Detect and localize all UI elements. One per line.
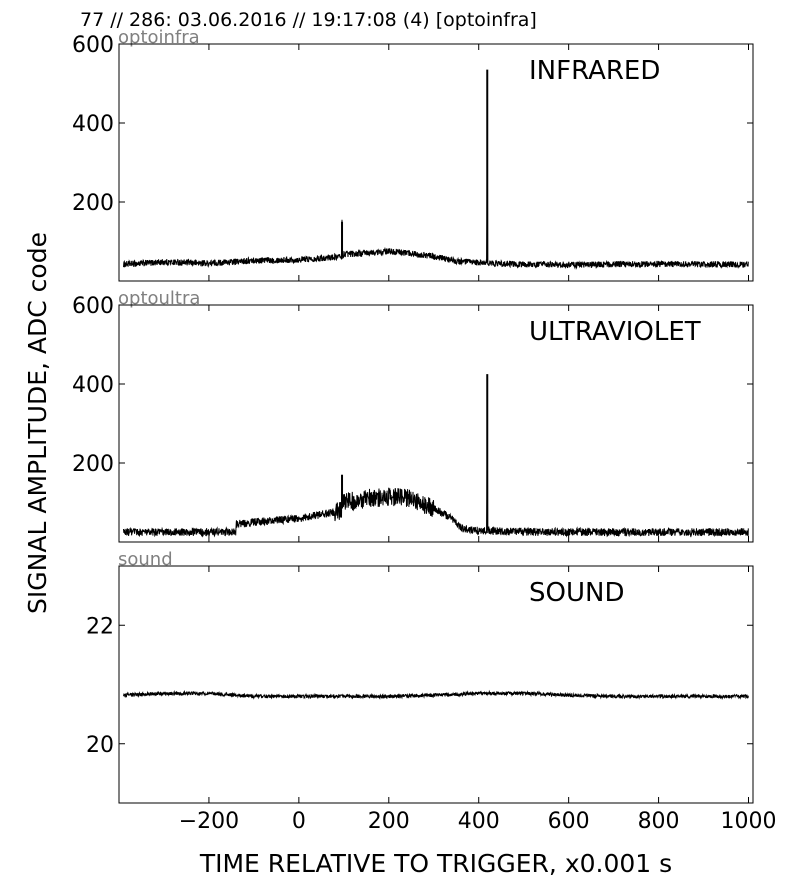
channel-label: optoinfra bbox=[118, 27, 200, 48]
trace-sound bbox=[123, 689, 749, 700]
y-tick-label: 200 bbox=[72, 191, 114, 216]
x-tick-label: 200 bbox=[368, 809, 410, 834]
x-axis-label: TIME RELATIVE TO TRIGGER, x0.001 s bbox=[199, 849, 672, 878]
panel-sound: sound 20 22 −200 0 200 400 600 800 1000 SOUND bbox=[86, 549, 777, 834]
x-tick-label: 1000 bbox=[721, 809, 777, 834]
panel-title: ULTRAVIOLET bbox=[529, 317, 701, 347]
x-tick-label: −200 bbox=[179, 809, 239, 834]
y-tick-label: 200 bbox=[72, 452, 114, 477]
y-tick-label: 20 bbox=[86, 733, 114, 758]
y-tick-label: 600 bbox=[72, 294, 114, 319]
y-axis-label: SIGNAL AMPLITUDE, ADC code bbox=[23, 232, 52, 614]
channel-label: optoultra bbox=[118, 288, 200, 309]
x-tick-label: 800 bbox=[638, 809, 680, 834]
y-tick-label: 400 bbox=[72, 112, 114, 137]
panel-title: INFRARED bbox=[529, 56, 660, 86]
panels: optoinfra200400600INFRAREDoptoultra20040… bbox=[72, 27, 777, 834]
trace-optoultra bbox=[123, 404, 749, 538]
channel-label: sound bbox=[118, 549, 173, 570]
figure-header: 77 // 286: 03.06.2016 // 19:17:08 (4) [o… bbox=[80, 9, 537, 31]
plot-frame bbox=[118, 565, 754, 804]
y-tick-label: 600 bbox=[72, 33, 114, 58]
panel-optoultra: optoultra 200 400 600 ULTRAVIOLET bbox=[72, 288, 754, 543]
y-tick-label: 22 bbox=[86, 614, 114, 639]
y-tick-label: 400 bbox=[72, 373, 114, 398]
x-tick-label: 0 bbox=[292, 809, 306, 834]
x-tick-label: 400 bbox=[458, 809, 500, 834]
x-tick-label: 600 bbox=[548, 809, 590, 834]
panel-optoinfra: optoinfra 200 400 600 INFRARED bbox=[72, 27, 754, 282]
trace-optoinfra bbox=[123, 109, 749, 270]
plot-frame bbox=[118, 304, 754, 543]
plot-frame bbox=[118, 43, 754, 282]
panel-title: SOUND bbox=[529, 578, 624, 608]
